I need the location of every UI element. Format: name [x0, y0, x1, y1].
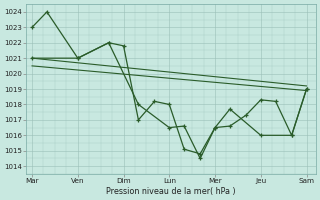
X-axis label: Pression niveau de la mer( hPa ): Pression niveau de la mer( hPa )	[106, 187, 236, 196]
